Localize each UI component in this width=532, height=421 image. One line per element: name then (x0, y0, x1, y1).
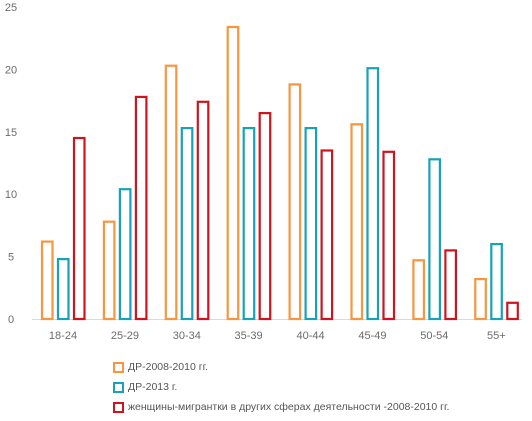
bar-series-1-45-49 (350, 123, 364, 321)
bar-series-1-55+ (474, 278, 487, 321)
bar-series-2-18-24 (56, 258, 70, 321)
bar-series-3-40-44 (320, 149, 334, 321)
bar-series-3-25-29 (134, 95, 148, 321)
bar-series-1-50-54 (412, 259, 425, 321)
bar-series-2-40-44 (304, 127, 318, 321)
bar-series-1-18-24 (40, 240, 54, 321)
x-tick-label: 35-39 (235, 330, 263, 342)
legend-item-series-1: ДР-2008-2010 гг. (113, 357, 449, 377)
legend-item-series-3: женщины-мигрантки в других сферах деятел… (113, 397, 449, 417)
y-tick-label: 10 (5, 189, 17, 201)
x-tick-label: 25-29 (111, 330, 139, 342)
bar-series-1-25-29 (102, 220, 116, 321)
legend-swatch-series-1 (113, 361, 124, 373)
y-tick-label: 0 (8, 314, 14, 326)
x-tick-label: 45-49 (358, 330, 386, 342)
bar-series-3-50-54 (444, 249, 457, 321)
bar-chart: 0 5 10 15 20 25 18-24 25-29 30-34 35-39 40-44 45-4… (5, 2, 522, 342)
bar-series-3-35-39 (258, 111, 272, 321)
x-tick-label: 55+ (487, 330, 506, 342)
bar-series-1-35-39 (226, 25, 240, 321)
bar-series-1-40-44 (288, 83, 302, 321)
y-tick-label: 15 (5, 127, 17, 139)
y-tick-label: 20 (5, 64, 17, 76)
y-tick-label: 5 (8, 252, 14, 264)
legend-label-series-2: ДР-2013 г. (128, 381, 178, 393)
bar-series-3-55+ (506, 301, 519, 321)
bars (40, 25, 519, 321)
y-tick-labels: 0 5 10 15 20 25 (5, 2, 17, 326)
bar-series-2-25-29 (118, 188, 132, 321)
bar-series-2-45-49 (366, 67, 380, 321)
x-tick-label: 50-54 (420, 330, 448, 342)
legend: ДР-2008-2010 гг. ДР-2013 г. женщины-мигр… (113, 357, 449, 417)
bar-series-2-35-39 (242, 127, 256, 321)
bar-series-3-45-49 (382, 150, 396, 321)
x-tick-label: 30-34 (173, 330, 201, 342)
bar-series-3-30-34 (196, 100, 210, 321)
legend-label-series-3: женщины-мигрантки в других сферах деятел… (128, 401, 450, 413)
legend-swatch-series-2 (113, 381, 124, 393)
bar-series-2-55+ (490, 243, 503, 321)
x-tick-label: 18-24 (49, 330, 77, 342)
legend-item-series-2: ДР-2013 г. (113, 377, 449, 397)
bar-series-3-18-24 (72, 136, 86, 321)
bar-series-2-50-54 (428, 158, 441, 321)
x-tick-label: 40-44 (297, 330, 325, 342)
bar-series-2-30-34 (180, 127, 194, 321)
legend-swatch-series-3 (113, 401, 124, 413)
y-tick-label: 25 (5, 2, 17, 14)
x-tick-labels: 18-24 25-29 30-34 35-39 40-44 45-49 50-54 55+ (49, 330, 506, 342)
bar-series-1-30-34 (164, 64, 178, 321)
legend-label-series-1: ДР-2008-2010 гг. (128, 361, 209, 373)
